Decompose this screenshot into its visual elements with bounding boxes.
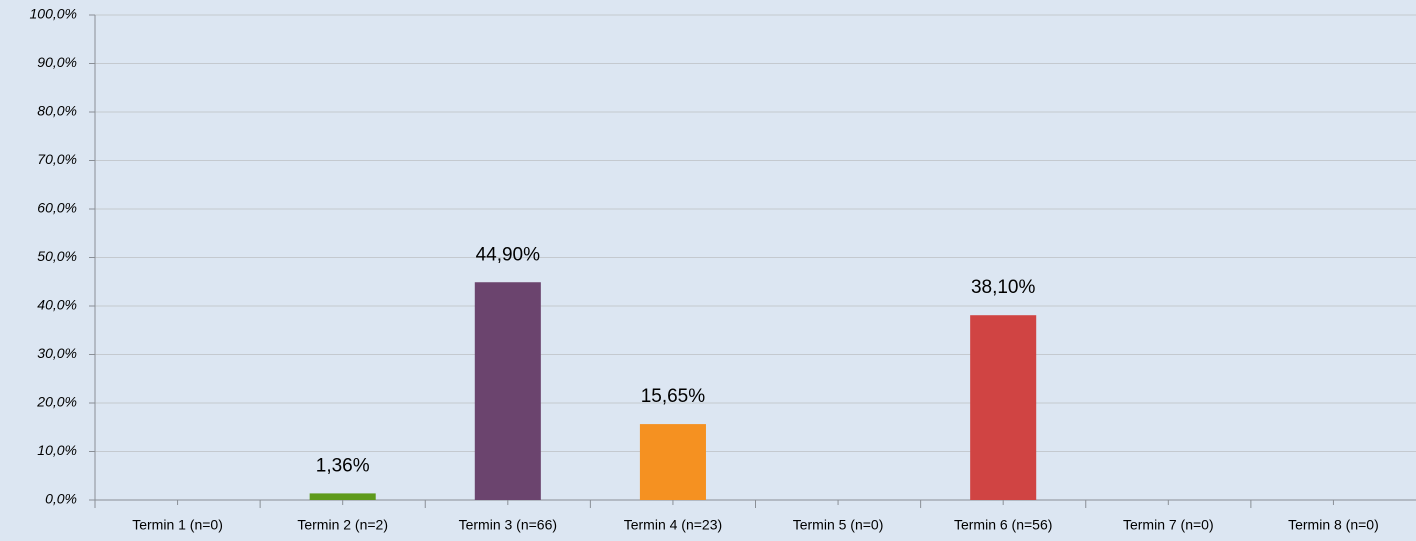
y-tick-label: 60,0% [37, 200, 77, 216]
y-tick-label: 10,0% [37, 442, 77, 458]
y-tick-label: 20,0% [36, 394, 77, 410]
y-tick-label: 50,0% [37, 248, 77, 264]
value-label: 1,36% [316, 455, 370, 476]
bar [970, 315, 1037, 500]
y-tick-label: 30,0% [37, 345, 77, 361]
y-tick-label: 40,0% [37, 297, 77, 313]
value-label: 38,10% [971, 277, 1036, 298]
x-tick-label: Termin 4 (n=23) [624, 517, 722, 533]
bar [309, 493, 376, 500]
x-tick-label: Termin 7 (n=0) [1123, 517, 1214, 533]
y-tick-label: 0,0% [45, 491, 77, 507]
x-tick-label: Termin 5 (n=0) [793, 517, 884, 533]
value-label: 44,90% [476, 244, 541, 265]
value-label: 15,65% [641, 386, 706, 407]
y-tick-label: 100,0% [30, 6, 77, 22]
y-tick-label: 90,0% [37, 54, 77, 70]
y-tick-label: 80,0% [37, 103, 77, 119]
x-tick-label: Termin 2 (n=2) [297, 517, 388, 533]
bar [474, 282, 541, 500]
x-tick-label: Termin 3 (n=66) [459, 517, 557, 533]
y-tick-label: 70,0% [37, 151, 77, 167]
x-tick-label: Termin 6 (n=56) [954, 517, 1052, 533]
x-tick-label: Termin 1 (n=0) [132, 517, 223, 533]
bar [639, 424, 706, 500]
x-tick-label: Termin 8 (n=0) [1288, 517, 1379, 533]
